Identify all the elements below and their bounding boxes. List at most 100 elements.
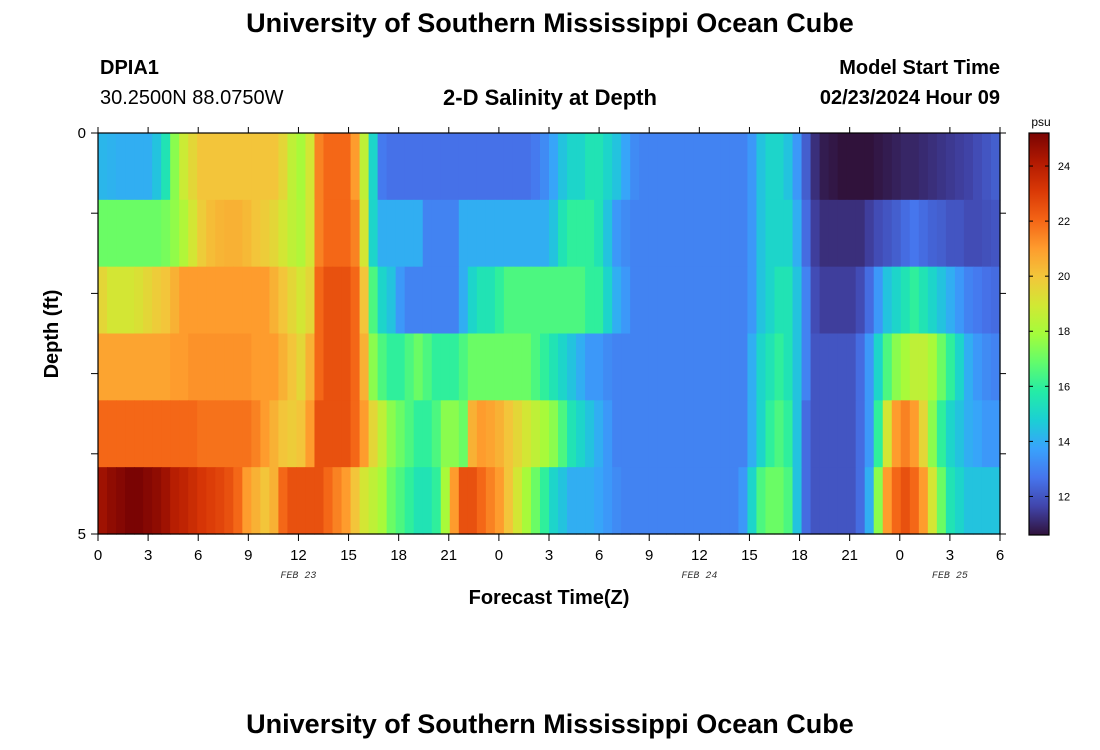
- heatmap-cell: [359, 199, 370, 268]
- heatmap-cell: [206, 133, 216, 201]
- heatmap-cell: [855, 333, 866, 401]
- heatmap-cell: [440, 133, 451, 201]
- heatmap-cell: [440, 199, 451, 268]
- heatmap-cell: [630, 199, 640, 268]
- heatmap-cell: [404, 266, 415, 335]
- heatmap-cell: [891, 199, 902, 268]
- heatmap-cell: [485, 133, 496, 201]
- heatmap-cell: [305, 333, 316, 401]
- heatmap-cell: [125, 467, 135, 535]
- heatmap-cell: [161, 199, 171, 268]
- heatmap-cell: [558, 333, 568, 401]
- heatmap-cell: [386, 400, 397, 468]
- heatmap-cell: [179, 266, 189, 335]
- heatmap-cell: [801, 199, 812, 268]
- heatmap-cell: [107, 467, 117, 535]
- colorbar-ticks: 12 14 16 18 20 22 24: [1029, 161, 1070, 503]
- heatmap-cell: [576, 467, 586, 535]
- heatmap-cell: [792, 333, 803, 401]
- heatmap-cell: [386, 199, 397, 268]
- heatmap-cell: [539, 199, 550, 268]
- heatmap-cell: [792, 266, 803, 335]
- heatmap-cell: [603, 199, 613, 268]
- heatmap-cell: [810, 400, 821, 468]
- heatmap-cell: [413, 133, 424, 201]
- heatmap-cell: [729, 333, 740, 401]
- heatmap-cell: [774, 266, 785, 335]
- colorbar-tick-label: 14: [1058, 436, 1070, 448]
- heatmap-cell: [576, 199, 586, 268]
- plot-title: 2-D Salinity at Depth: [443, 85, 657, 110]
- heatmap-cell: [98, 467, 108, 535]
- heatmap-cell: [332, 266, 343, 335]
- heatmap-cell: [729, 467, 740, 535]
- heatmap-cell: [377, 400, 388, 468]
- heatmap-cell: [161, 400, 171, 468]
- heatmap-cell: [711, 133, 721, 201]
- heatmap-cell: [747, 333, 758, 401]
- x-tick-label: 3: [946, 547, 954, 564]
- heatmap-cell: [233, 400, 243, 468]
- heatmap-cell: [873, 199, 884, 268]
- heatmap-cell: [657, 133, 667, 201]
- heatmap-cell: [341, 266, 352, 335]
- heatmap-cell: [873, 266, 884, 335]
- heatmap-cell: [684, 133, 694, 201]
- heatmap-cell: [422, 199, 433, 268]
- heatmap-cell: [972, 400, 983, 468]
- heatmap-cell: [549, 133, 559, 201]
- heatmap-cell: [458, 133, 469, 201]
- heatmap-cell: [404, 467, 415, 535]
- heatmap-cell: [648, 333, 658, 401]
- heatmap-cell: [846, 333, 857, 401]
- heatmap-cell: [810, 333, 821, 401]
- heatmap-cell: [567, 266, 577, 335]
- heatmap-cell: [666, 400, 676, 468]
- heatmap-cell: [134, 199, 144, 268]
- heatmap-cell: [720, 199, 730, 268]
- heatmap-cell: [612, 467, 622, 535]
- heatmap-cell: [765, 266, 776, 335]
- heatmap-cell: [296, 133, 307, 201]
- heatmap-cell: [143, 133, 153, 201]
- heatmap-cell: [260, 333, 270, 401]
- heatmap-cell: [197, 133, 207, 201]
- heatmap-cell: [720, 400, 730, 468]
- heatmap-cell: [765, 400, 776, 468]
- x-tick-label: 18: [791, 547, 808, 564]
- heatmap-cell: [603, 400, 613, 468]
- heatmap-cell: [476, 333, 487, 401]
- heatmap-cell: [296, 266, 307, 335]
- heatmap-cell: [251, 266, 261, 335]
- heatmap-cell: [188, 400, 198, 468]
- x-date-label: FEB 23: [280, 571, 316, 582]
- heatmap-cell: [170, 199, 180, 268]
- heatmap-cell: [359, 333, 370, 401]
- heatmap-cell: [612, 400, 622, 468]
- y-tick-label: 5: [78, 526, 86, 543]
- heatmap-cell: [747, 400, 758, 468]
- x-tick-label: 6: [194, 547, 202, 564]
- heatmap-cell: [900, 333, 911, 401]
- heatmap-cell: [314, 199, 325, 268]
- heatmap-cell: [567, 133, 577, 201]
- heatmap-cell: [963, 199, 974, 268]
- heatmap-cell: [882, 133, 893, 201]
- heatmap-cell: [909, 133, 920, 201]
- heatmap-cell: [981, 266, 992, 335]
- heatmap-cell: [296, 333, 307, 401]
- heatmap-cell: [990, 400, 1001, 468]
- heatmap-cell: [945, 199, 956, 268]
- heatmap-cell: [855, 133, 866, 201]
- heatmap-cell: [125, 133, 135, 201]
- heatmap-cell: [711, 199, 721, 268]
- heatmap-cell: [981, 133, 992, 201]
- heatmap-cell: [810, 467, 821, 535]
- heatmap-cell: [810, 199, 821, 268]
- heatmap-cell: [449, 333, 460, 401]
- heatmap-cell: [224, 400, 234, 468]
- heatmap-cell: [684, 467, 694, 535]
- heatmap-cell: [206, 333, 216, 401]
- heatmap-cell: [440, 266, 451, 335]
